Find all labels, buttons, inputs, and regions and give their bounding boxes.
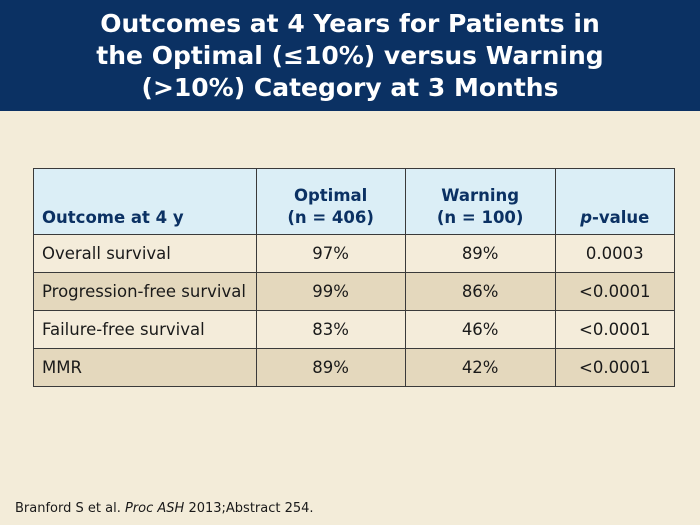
header-p-value: p-value: [554, 168, 676, 235]
header-warning-n: (n = 100): [436, 208, 524, 227]
table-body: Overall survival 97% 89% 0.0003 Progress…: [33, 234, 676, 387]
cell-outcome: Overall survival: [33, 234, 257, 273]
cell-p-value: <0.0001: [554, 272, 676, 311]
table-row: Progression-free survival 99% 86% <0.000…: [33, 272, 676, 311]
cell-warning: 89%: [404, 234, 556, 273]
citation: Branford S et al. Proc ASH 2013;Abstract…: [15, 501, 314, 516]
table-row: MMR 89% 42% <0.0001: [33, 348, 676, 387]
cell-outcome: Failure-free survival: [33, 310, 257, 349]
cell-p-value: 0.0003: [554, 234, 676, 273]
header-p-rest: -value: [592, 208, 650, 227]
cell-optimal: 83%: [255, 310, 406, 349]
cell-warning: 46%: [404, 310, 556, 349]
header-outcome: Outcome at 4 y: [33, 168, 257, 235]
citation-details: 2013;Abstract 254.: [184, 501, 314, 516]
cell-optimal: 99%: [255, 272, 406, 311]
cell-p-value: <0.0001: [554, 310, 676, 349]
cell-warning: 42%: [404, 348, 556, 387]
cell-optimal: 89%: [255, 348, 406, 387]
header-p-italic: p: [580, 208, 593, 227]
header-warning-label: Warning: [441, 186, 520, 205]
cell-optimal: 97%: [255, 234, 406, 273]
slide-title: Outcomes at 4 Years for Patients in the …: [96, 8, 604, 102]
table-row: Overall survival 97% 89% 0.0003: [33, 234, 676, 273]
cell-p-value: <0.0001: [554, 348, 676, 387]
header-optimal: Optimal (n = 406): [255, 168, 406, 235]
cell-outcome: MMR: [33, 348, 257, 387]
header-optimal-label: Optimal: [293, 186, 368, 205]
table-header: Outcome at 4 y Optimal (n = 406) Warning…: [33, 168, 676, 235]
header-row: Outcome at 4 y Optimal (n = 406) Warning…: [33, 168, 676, 235]
table-row: Failure-free survival 83% 46% <0.0001: [33, 310, 676, 349]
citation-journal: Proc ASH: [124, 501, 185, 516]
header-optimal-n: (n = 406): [287, 208, 374, 227]
outcomes-table: Outcome at 4 y Optimal (n = 406) Warning…: [33, 168, 676, 387]
title-banner: Outcomes at 4 Years for Patients in the …: [0, 0, 700, 111]
cell-outcome: Progression-free survival: [33, 272, 257, 311]
cell-warning: 86%: [404, 272, 556, 311]
citation-authors: Branford S et al.: [15, 501, 125, 516]
header-warning: Warning (n = 100): [404, 168, 556, 235]
